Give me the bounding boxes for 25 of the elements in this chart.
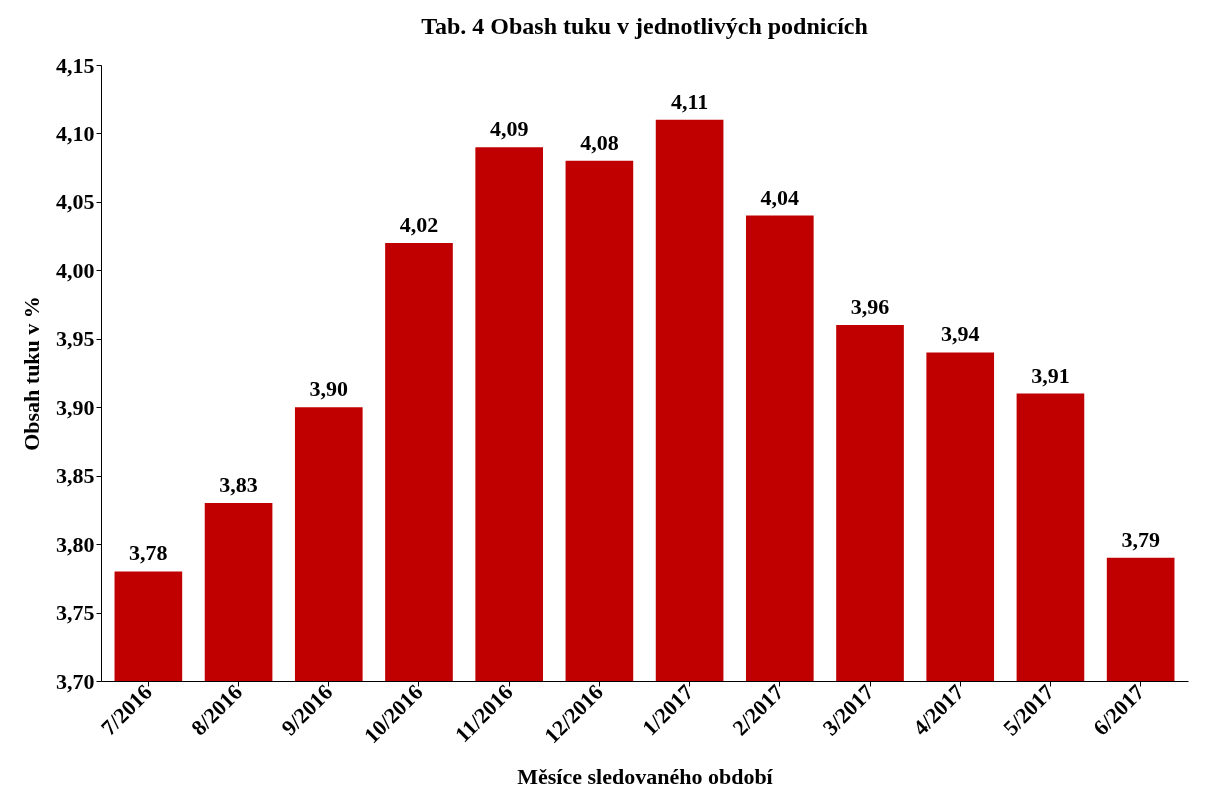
y-tick-label: 3,95	[56, 326, 95, 352]
y-axis-title: Obsah tuku v %	[19, 296, 44, 451]
data-label: 4,09	[489, 116, 529, 142]
chart-title: Tab. 4 Obash tuku v jednotlivých podnicích	[421, 13, 868, 39]
y-tick-label: 3,85	[56, 463, 95, 489]
data-label: 3,96	[850, 294, 890, 320]
data-label: 3,78	[129, 540, 168, 566]
y-tick-label: 3,90	[56, 394, 95, 420]
y-tick-label: 3,75	[56, 600, 95, 626]
data-label: 4,08	[580, 129, 619, 155]
y-tick-label: 3,70	[56, 668, 95, 694]
data-label: 4,04	[760, 184, 800, 210]
y-tick-label: 4,00	[56, 257, 95, 283]
y-tick-label: 3,80	[56, 531, 95, 557]
data-label: 3,79	[1121, 526, 1160, 552]
y-tick-label: 4,10	[56, 120, 95, 146]
x-axis-title: Měsíce sledovaného období	[517, 764, 774, 790]
data-label: 3,94	[940, 321, 980, 347]
data-label: 3,83	[219, 472, 258, 498]
data-label: 3,91	[1031, 362, 1070, 388]
data-label: 3,90	[309, 376, 349, 402]
data-label: 4,02	[399, 211, 439, 237]
y-tick-label: 4,15	[56, 52, 95, 78]
y-tick-label: 4,05	[56, 189, 95, 215]
data-label: 4,11	[670, 88, 709, 114]
